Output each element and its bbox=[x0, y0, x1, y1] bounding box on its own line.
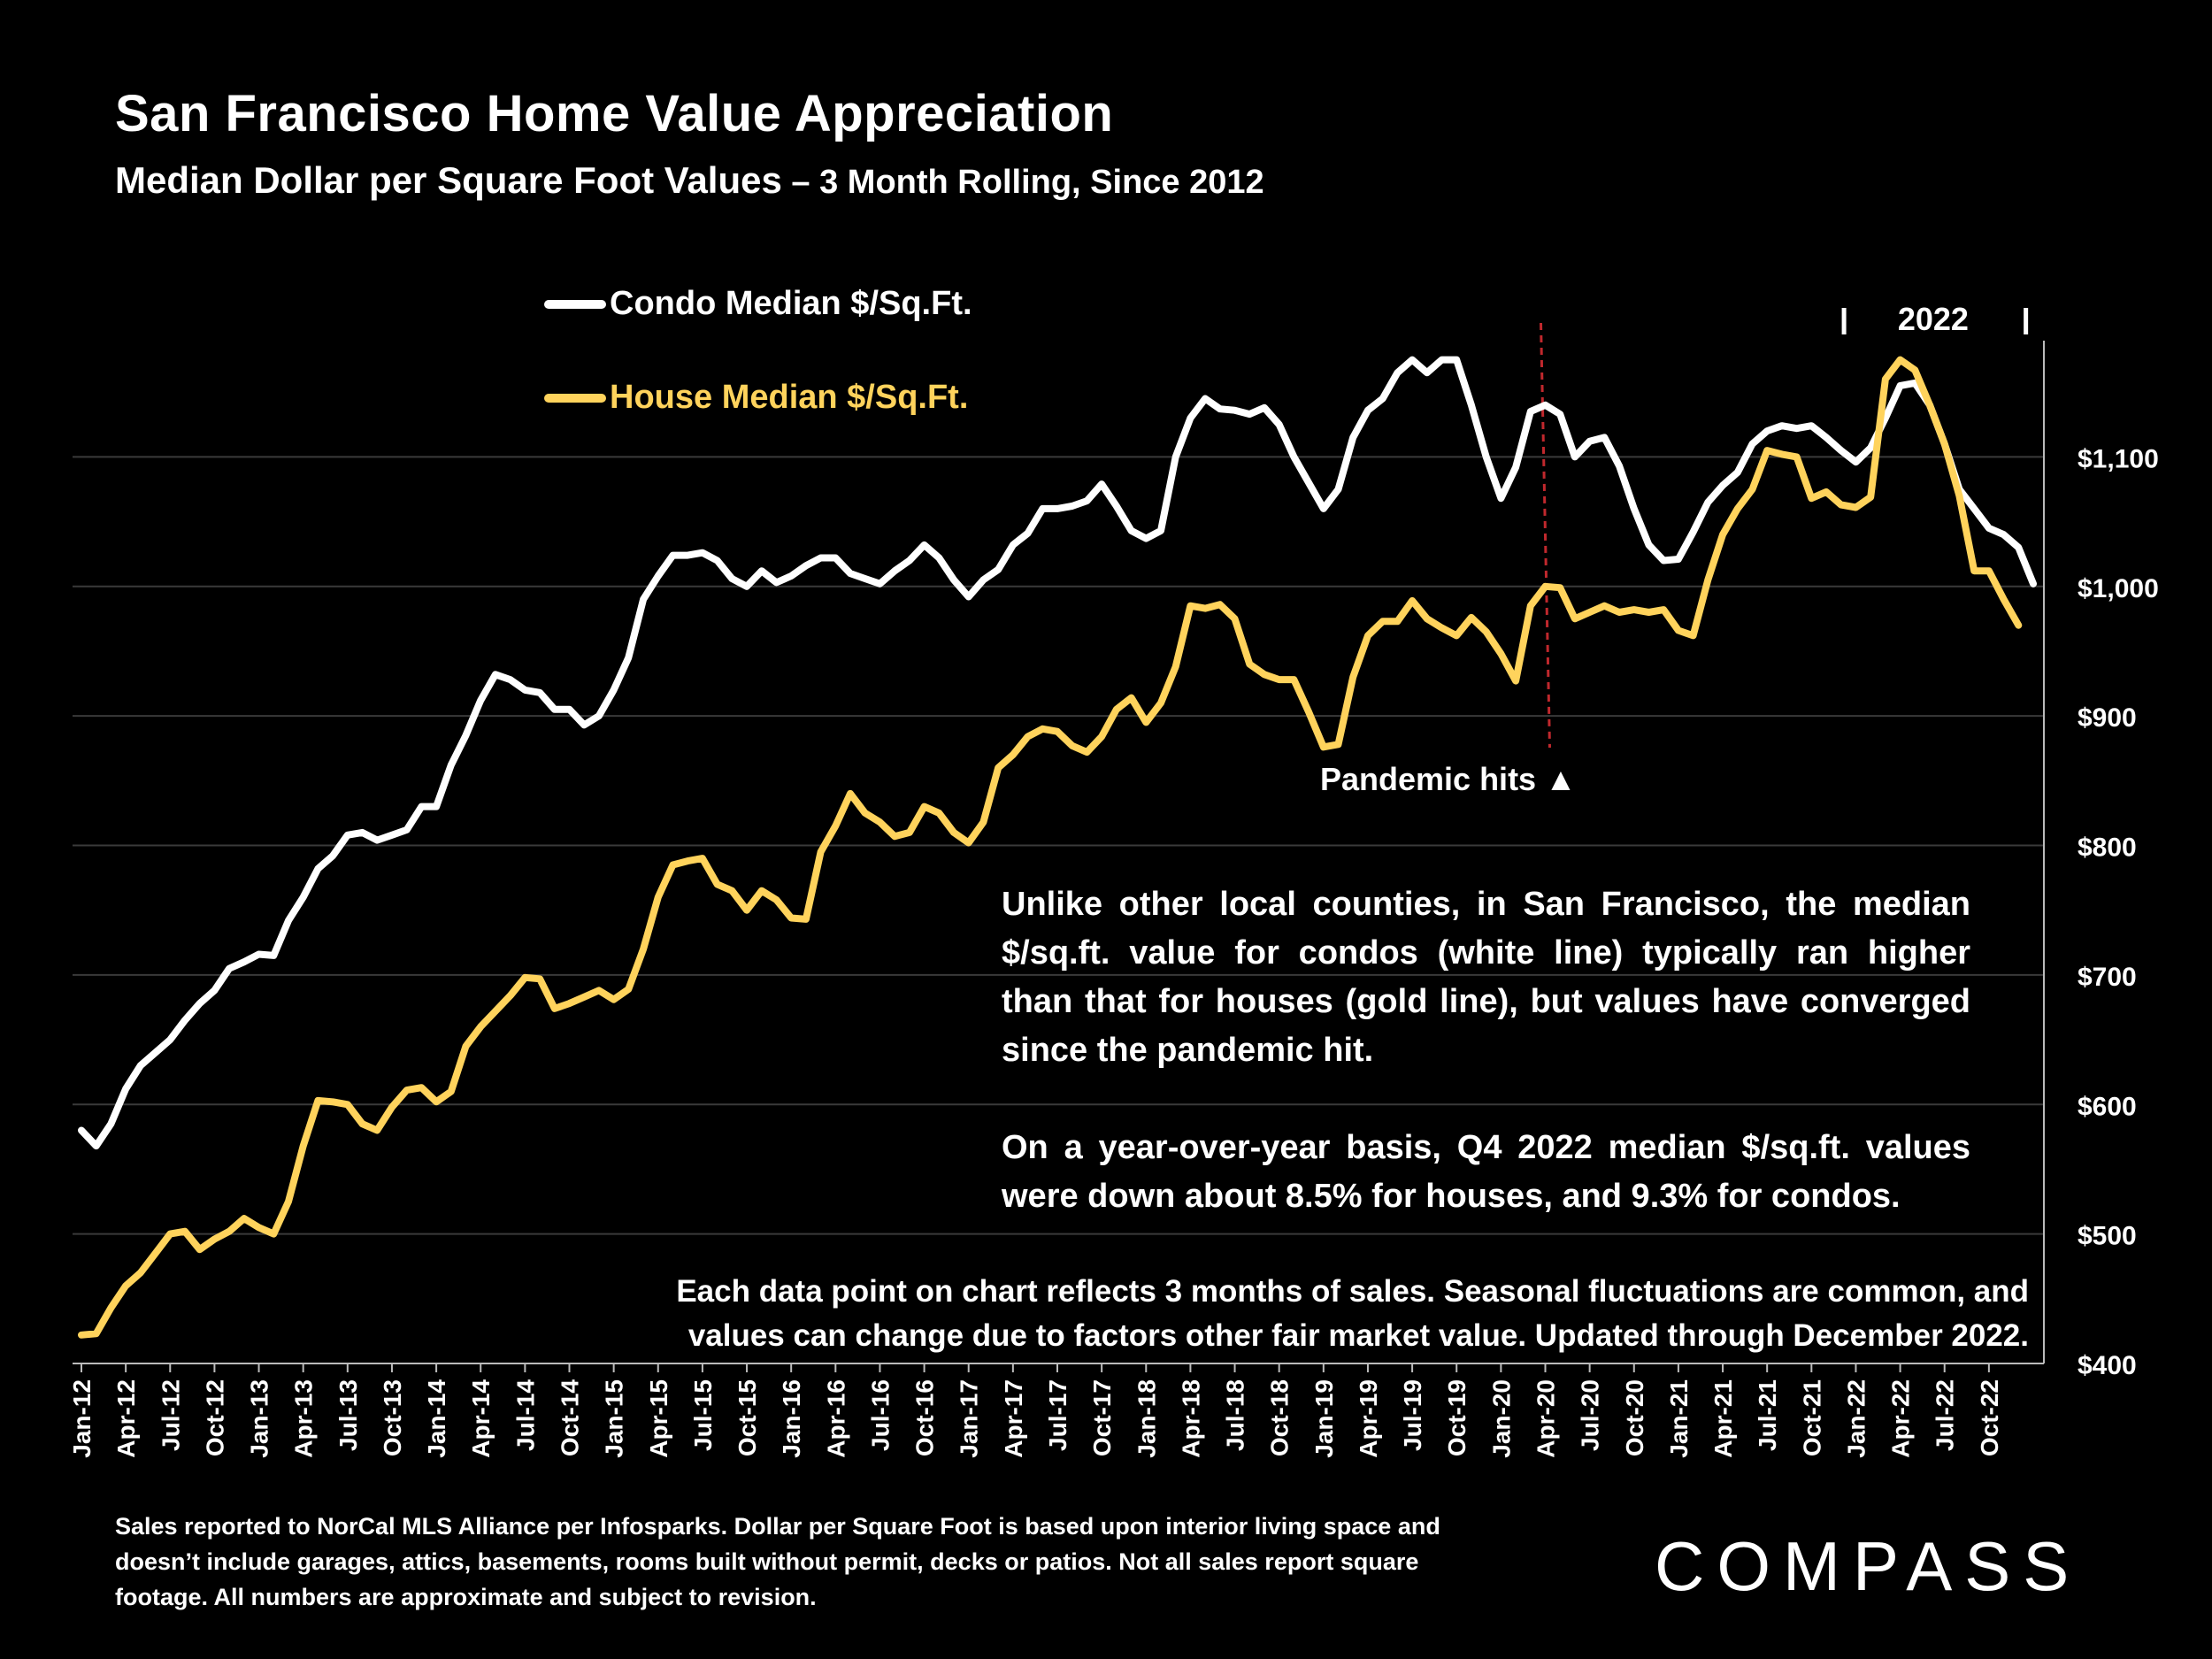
x-tick-label: Jan-17 bbox=[956, 1379, 983, 1458]
subtitle-suffix: – 3 Month Rolling, Since 2012 bbox=[781, 164, 1264, 201]
legend-condo: Condo Median $/Sq.Ft. bbox=[544, 285, 972, 323]
x-tick-label: Oct-20 bbox=[1621, 1379, 1648, 1456]
x-tick-label: Jul-21 bbox=[1754, 1379, 1781, 1451]
source-footnote: Sales reported to NorCal MLS Alliance pe… bbox=[115, 1513, 1440, 1610]
x-tick-label: Oct-13 bbox=[379, 1379, 406, 1456]
pandemic-label: Pandemic hits ▲ bbox=[1320, 761, 1577, 798]
x-tick-label: Jul-19 bbox=[1399, 1379, 1426, 1451]
x-tick-label: Apr-19 bbox=[1355, 1379, 1382, 1458]
x-tick-label: Apr-13 bbox=[290, 1379, 318, 1458]
legend-condo-swatch bbox=[544, 299, 606, 309]
legend-house: House Median $/Sq.Ft. bbox=[544, 379, 968, 417]
x-tick-label: Apr-12 bbox=[112, 1379, 140, 1458]
commentary-paragraph-2: On a year-over-year basis, Q4 2022 media… bbox=[1002, 1129, 1970, 1215]
x-tick-label: Apr-15 bbox=[645, 1379, 672, 1458]
legend-condo-label: Condo Median $/Sq.Ft. bbox=[610, 285, 972, 322]
house-series-line bbox=[78, 356, 2023, 1339]
x-tick-label: Jan-13 bbox=[246, 1379, 273, 1458]
chart-markers bbox=[1540, 308, 2029, 749]
triangle-up-icon: ▲ bbox=[1545, 761, 1577, 797]
year-2022-marker: 2022 bbox=[1898, 301, 1969, 338]
x-tick-label: Jan-15 bbox=[601, 1379, 628, 1458]
x-tick-label: Apr-21 bbox=[1709, 1379, 1737, 1458]
x-tick-label: Oct-17 bbox=[1088, 1379, 1116, 1456]
x-tick-label: Jul-14 bbox=[511, 1379, 539, 1451]
x-tick-label: Jan-18 bbox=[1133, 1379, 1160, 1458]
x-tick-label: Jan-14 bbox=[423, 1379, 450, 1458]
x-tick-label: Jul-12 bbox=[157, 1379, 184, 1451]
x-tick-label: Apr-22 bbox=[1887, 1379, 1915, 1458]
x-tick-label: Jan-22 bbox=[1842, 1379, 1870, 1458]
x-tick-label: Apr-16 bbox=[822, 1379, 849, 1458]
x-tick-label: Oct-22 bbox=[1976, 1379, 2003, 1456]
x-tick-label: Oct-18 bbox=[1266, 1379, 1294, 1456]
x-tick-label: Oct-12 bbox=[201, 1379, 228, 1456]
compass-logo: COMPASS bbox=[1655, 1527, 2082, 1605]
x-tick-label: Jan-16 bbox=[778, 1379, 805, 1458]
y-tick-label: $800 bbox=[2078, 833, 2137, 863]
x-tick-label: Oct-21 bbox=[1798, 1379, 1825, 1456]
x-tick-label: Apr-20 bbox=[1532, 1379, 1560, 1458]
x-tick-label: Oct-19 bbox=[1443, 1379, 1471, 1456]
data-note: Each data point on chart reflects 3 mont… bbox=[676, 1274, 2029, 1353]
commentary-paragraph-1: Unlike other local counties, in San Fran… bbox=[1002, 886, 1970, 1069]
x-tick-label: Oct-15 bbox=[733, 1379, 761, 1456]
gridlines bbox=[73, 456, 2044, 1235]
chart-subtitle: Median Dollar per Square Foot Values – 3… bbox=[115, 159, 1264, 202]
commentary: Unlike other local counties, in San Fran… bbox=[1002, 880, 1970, 1221]
x-tick-label: Jul-13 bbox=[334, 1379, 362, 1451]
x-tick-label: Jul-22 bbox=[1932, 1379, 1959, 1451]
y-tick-label: $700 bbox=[2078, 963, 2137, 992]
condo-series-line bbox=[78, 356, 2037, 1150]
x-tick-label: Apr-14 bbox=[467, 1379, 495, 1458]
x-tick-label: Apr-18 bbox=[1177, 1379, 1204, 1458]
x-tick-label: Oct-14 bbox=[557, 1379, 584, 1457]
series-lines bbox=[78, 356, 2037, 1339]
pandemic-marker-line bbox=[1540, 322, 1551, 749]
subtitle-main: Median Dollar per Square Foot Values bbox=[115, 159, 782, 201]
legend-house-label: House Median $/Sq.Ft. bbox=[610, 379, 969, 416]
x-axis: Jan-12 Apr-12 Jul-12 Oct-12 Jan-13 Apr-13 Jul-… bbox=[68, 1363, 2044, 1458]
x-tick-label: Jan-21 bbox=[1665, 1379, 1693, 1458]
pandemic-text: Pandemic hits bbox=[1320, 761, 1537, 797]
x-tick-label: Oct-16 bbox=[911, 1379, 939, 1456]
x-tick-label: Jul-18 bbox=[1222, 1379, 1249, 1451]
y-tick-label: $500 bbox=[2078, 1222, 2137, 1251]
x-tick-label: Jul-20 bbox=[1577, 1379, 1604, 1451]
legend-house-swatch bbox=[544, 393, 606, 403]
y-tick-label: $1,100 bbox=[2078, 444, 2159, 473]
y-tick-label: $400 bbox=[2078, 1351, 2137, 1380]
y-tick-label: $1,000 bbox=[2078, 574, 2159, 603]
x-tick-label: Apr-17 bbox=[1000, 1379, 1027, 1458]
x-tick-label: Jul-17 bbox=[1044, 1379, 1071, 1451]
x-tick-label: Jan-19 bbox=[1310, 1379, 1338, 1458]
x-tick-label: Jan-20 bbox=[1487, 1379, 1515, 1458]
x-tick-label: Jul-15 bbox=[689, 1379, 717, 1451]
x-tick-label: Jul-16 bbox=[866, 1379, 894, 1451]
y-axis: $400 $500 $600 $700 $800 $900 $1,000 $1,100 bbox=[2043, 341, 2159, 1380]
x-tick-label: Jan-12 bbox=[68, 1379, 96, 1458]
y-tick-label: $900 bbox=[2078, 703, 2137, 733]
chart-title: San Francisco Home Value Appreciation bbox=[115, 85, 1114, 142]
year-2022-label: 2022 bbox=[1897, 301, 1969, 337]
y-tick-label: $600 bbox=[2078, 1092, 2137, 1121]
